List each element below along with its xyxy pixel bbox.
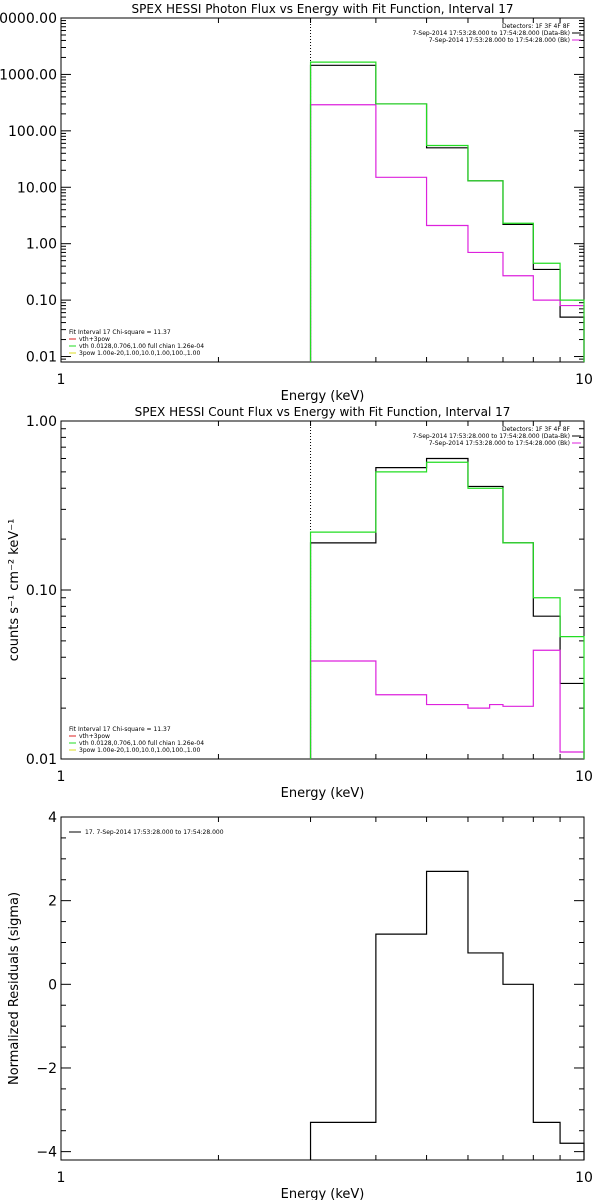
y-tick-label: 2: [48, 894, 57, 910]
legend-entry: 7-Sep-2014 17:53:28.000 to 17:54:28.000 …: [412, 433, 570, 440]
plot-title: SPEX HESSI Photon Flux vs Energy with Fi…: [132, 2, 514, 16]
x-tick-label: 1: [57, 372, 66, 388]
y-tick-label: 1.00: [26, 237, 57, 253]
y-tick-label: 10.00: [17, 180, 57, 196]
legend-entry: 7-Sep-2014 17:53:28.000 to 17:54:28.000 …: [429, 440, 570, 447]
plot-frame: [60, 17, 585, 363]
series-green-line: [309, 61, 585, 362]
x-tick-label: 1: [57, 769, 66, 785]
series-black-line: [309, 870, 585, 1160]
y-axis-label: counts s⁻¹ cm⁻² keV⁻¹: [7, 519, 22, 662]
plot-1: SPEX HESSI Photon Flux vs Energy with Fi…: [0, 2, 593, 404]
y-tick-label: 0.10: [26, 293, 57, 309]
x-axis-label: Energy (keV): [281, 786, 365, 801]
y-tick-label: 10000.00: [0, 11, 57, 27]
x-tick-label: 10: [575, 372, 593, 388]
fit-legend-entry: 3pow 1.00e-20,1.00,10.0,1.00,100.,1.00: [79, 747, 200, 754]
y-tick-label: 0.01: [26, 350, 57, 366]
x-tick-label: 1: [57, 1170, 66, 1186]
legend-entry: 7-Sep-2014 17:53:28.000 to 17:54:28.000 …: [429, 37, 570, 44]
series-black-line: [309, 64, 585, 362]
plot-3: 1 10 Energy (keV) 4 2 0 −2 −4 Normalized Residua…: [7, 810, 593, 1200]
y-tick-label: −4: [36, 1145, 57, 1161]
fit-legend-entry: vth 0.0128,0.706,1.00 full chian 1.26e-0…: [79, 343, 204, 350]
plot-title: SPEX HESSI Count Flux vs Energy with Fit…: [135, 405, 511, 419]
y-tick-label: −2: [36, 1061, 57, 1077]
y-axis-label: Normalized Residuals (sigma): [7, 892, 22, 1085]
fit-legend-entry: 3pow 1.00e-20,1.00,10.0,1.00,100.,1.00: [79, 350, 200, 357]
plot-frame: [60, 816, 585, 1161]
y-tick-label: 4: [48, 810, 57, 826]
y-tick-label: 0.01: [26, 752, 57, 768]
plot-frame: [60, 420, 585, 760]
series-green-line: [309, 461, 585, 759]
series-magenta-line: [309, 104, 585, 362]
series-magenta-line: [309, 649, 585, 759]
legend-detectors: Detectors: 1F 3F 4F 8F: [502, 23, 571, 30]
y-tick-label: 1000.00: [0, 67, 57, 83]
legend-detectors: Detectors: 1F 3F 4F 8F: [502, 426, 571, 433]
fit-legend-entry: vth+3pow: [79, 336, 110, 343]
fit-legend-entry: vth+3pow: [79, 733, 110, 740]
plot-2: SPEX HESSI Count Flux vs Energy with Fit…: [7, 405, 593, 801]
fit-legend-entry: vth 0.0128,0.706,1.00 full chian 1.26e-0…: [79, 740, 204, 747]
y-tick-label: 100.00: [8, 124, 57, 140]
fit-legend-entry: Fit Interval 17 Chi-square = 11.37: [69, 329, 171, 336]
fit-legend-entry: Fit Interval 17 Chi-square = 11.37: [69, 726, 171, 733]
y-tick-label: 0: [48, 977, 57, 993]
x-axis-label: Energy (keV): [281, 389, 365, 404]
x-tick-label: 10: [575, 1170, 593, 1186]
x-axis-label: Energy (keV): [281, 1187, 365, 1200]
series-black-line: [309, 457, 585, 759]
legend-entry: 7-Sep-2014 17:53:28.000 to 17:54:28.000 …: [412, 30, 570, 37]
x-tick-label: 10: [575, 769, 593, 785]
y-tick-label: 1.00: [26, 414, 57, 430]
legend-entry: 17. 7-Sep-2014 17:53:28.000 to 17:54:28.…: [85, 829, 224, 836]
y-tick-label: 0.10: [26, 583, 57, 599]
